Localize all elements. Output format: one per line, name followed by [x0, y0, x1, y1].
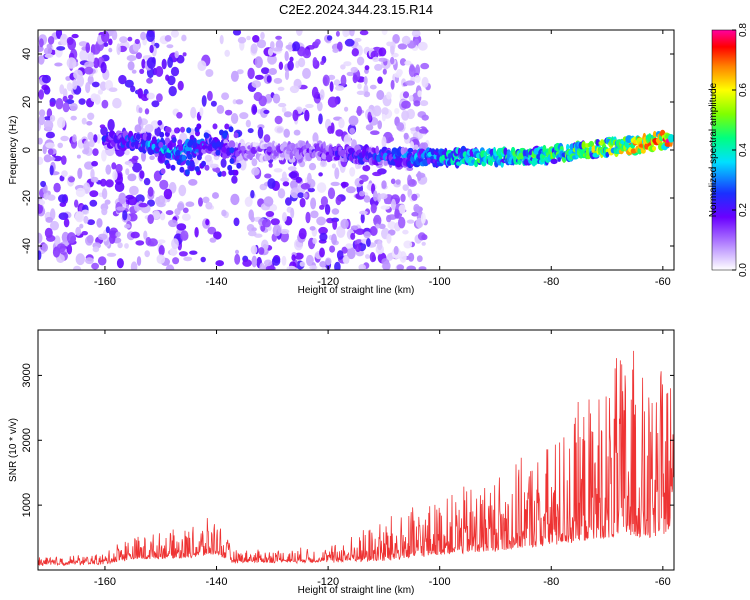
tick-label: 0: [21, 147, 33, 153]
tick-label: -160: [94, 276, 116, 288]
tick-label: -120: [317, 576, 339, 588]
tick-label: -80: [543, 576, 559, 588]
snr-panel: -160 -140 -120 -100 -80 -60 1000 2000 3000 Heig…: [8, 329, 675, 596]
tick-label: -120: [317, 276, 339, 288]
colorbar-tick-label: 0.4: [738, 143, 749, 157]
colorbar-tick-label: 0.0: [738, 263, 749, 277]
colorbar: 0.0 0.2 0.4 0.6 0.8 Normalized spectral ampl…: [708, 23, 749, 277]
spectrogram-y-ticks: -40 -20 0 20 40: [21, 48, 674, 254]
colorbar-tick-label: 0.8: [738, 23, 749, 37]
spectrogram-image: [38, 30, 674, 270]
spectrogram-x-label: Height of straight line (km): [298, 285, 415, 296]
colorbar-ticks: 0.0 0.2 0.4 0.6 0.8: [732, 23, 749, 277]
tick-label: 1000: [21, 493, 33, 517]
tick-label: -160: [94, 576, 116, 588]
snr-frame: [37, 329, 675, 571]
tick-label: 40: [21, 48, 33, 60]
tick-label: 2000: [21, 428, 33, 452]
snr-x-ticks: -160 -140 -120 -100 -80 -60: [94, 330, 671, 588]
tick-label: -20: [21, 190, 33, 206]
tick-label: -60: [655, 576, 671, 588]
spectrogram-y-label: Frequency (Hz): [8, 116, 19, 185]
tick-label: 3000: [21, 363, 33, 387]
tick-label: -100: [429, 276, 451, 288]
colorbar-label: Normalized spectral amplitude: [708, 82, 719, 217]
spectrogram-x-ticks: -160 -140 -120 -100 -80 -60: [94, 30, 671, 288]
tick-label: -140: [206, 276, 228, 288]
colorbar-tick-label: 0.2: [738, 203, 749, 217]
colorbar-tick-label: 0.6: [738, 83, 749, 97]
chart-title: C2E2.2024.344.23.15.R14: [279, 2, 433, 17]
tick-label: -40: [21, 238, 33, 254]
tick-label: -80: [543, 276, 559, 288]
tick-label: 20: [21, 96, 33, 108]
tick-label: -100: [429, 576, 451, 588]
tick-label: -60: [655, 276, 671, 288]
snr-x-label: Height of straight line (km): [298, 585, 415, 596]
snr-series-line: [38, 350, 674, 567]
snr-y-label: SNR (10 * v/v): [8, 418, 19, 482]
snr-y-ticks: 1000 2000 3000: [21, 363, 674, 517]
spectrogram-panel: -160 -140 -120 -100 -80 -60 -40 -20 0 20 40 Heigh…: [8, 29, 675, 296]
tick-label: -140: [206, 576, 228, 588]
